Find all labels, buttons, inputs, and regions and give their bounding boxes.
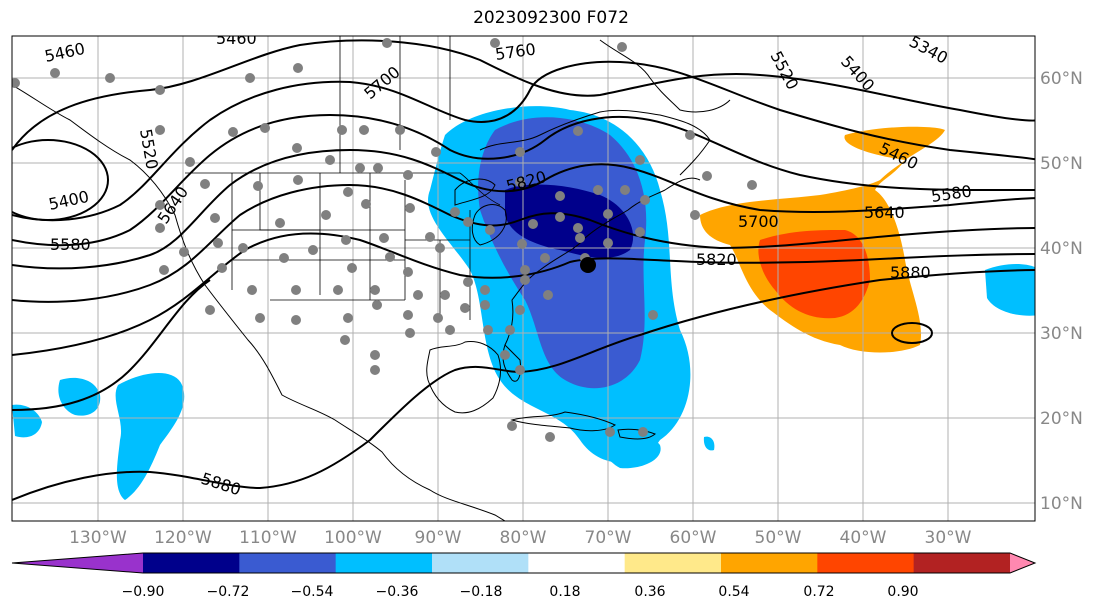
colorbar-tick: 0.90 — [887, 584, 918, 600]
longitude-label: 50°W — [755, 528, 802, 548]
contour-label: 5760 — [494, 39, 537, 63]
height-contours — [12, 39, 1035, 501]
colorbar: −0.90 −0.72 −0.54 −0.36 −0.18 0.18 0.36 … — [11, 552, 1037, 600]
contour-label: 5820 — [696, 250, 737, 269]
contour-label: 5520 — [766, 48, 802, 93]
low-center-marker — [580, 257, 596, 273]
colorbar-swatch — [432, 553, 529, 573]
longitude-label: 120°W — [154, 528, 212, 548]
colorbar-outline — [11, 552, 1037, 574]
contour-label: 5880 — [199, 469, 244, 500]
longitude-label: 100°W — [324, 528, 382, 548]
colorbar-swatch — [721, 553, 818, 573]
latitude-label: 30°N — [1040, 324, 1083, 344]
longitude-label: 60°W — [670, 528, 717, 548]
colorbar-swatch — [143, 553, 240, 573]
station-markers — [12, 38, 757, 442]
latitude-label: 20°N — [1040, 409, 1083, 429]
map-area: 5460 5460 5460 5520 5520 5400 5400 5580 … — [12, 29, 1035, 521]
longitude-labels: 130°W 120°W 110°W 100°W 90°W 80°W 70°W 6… — [69, 528, 972, 548]
colorbar-extend-high — [1010, 553, 1035, 573]
contour-label: 5580 — [930, 181, 973, 205]
longitude-label: 40°W — [840, 528, 887, 548]
contour-label: 5400 — [47, 187, 91, 214]
latitude-label: 10°N — [1040, 494, 1083, 514]
contour-label: 5880 — [890, 263, 931, 282]
contour-label: 5460 — [43, 39, 87, 66]
longitude-label: 80°W — [500, 528, 547, 548]
colorbar-tick: 0.54 — [718, 584, 749, 600]
colorbar-tick: −0.90 — [122, 584, 165, 600]
colorbar-tick: −0.36 — [376, 584, 419, 600]
colorbar-swatches — [12, 553, 1035, 573]
colorbar-extend-low — [12, 553, 143, 573]
colorbar-tick: 0.18 — [549, 584, 580, 600]
map-title: 2023092300 F072 — [473, 8, 629, 28]
latitude-label: 50°N — [1040, 154, 1083, 174]
colorbar-tick: −0.72 — [207, 584, 250, 600]
colorbar-swatch — [624, 553, 722, 573]
latitude-labels: 60°N 50°N 40°N 30°N 20°N 10°N — [1040, 69, 1083, 514]
map-frame — [11, 35, 1036, 522]
colorbar-swatch — [817, 553, 915, 573]
colorbar-tick: −0.18 — [460, 584, 503, 600]
contour-label: 5580 — [50, 235, 91, 254]
latitude-label: 40°N — [1040, 239, 1083, 259]
contour-label: 5640 — [864, 203, 905, 222]
colorbar-ticks: −0.90 −0.72 −0.54 −0.36 −0.18 0.18 0.36 … — [122, 584, 919, 600]
longitude-label: 90°W — [415, 528, 462, 548]
colorbar-swatch — [239, 553, 337, 573]
longitude-label: 130°W — [69, 528, 127, 548]
contour-label: 5340 — [906, 32, 951, 68]
colorbar-swatch — [528, 553, 626, 573]
colorbar-tick: 0.36 — [634, 584, 665, 600]
contour-label: 5700 — [360, 62, 403, 103]
colorbar-tick: −0.54 — [291, 584, 334, 600]
contour-label: 5700 — [738, 212, 779, 231]
longitude-label: 70°W — [585, 528, 632, 548]
latitude-label: 60°N — [1040, 69, 1083, 89]
colorbar-swatch — [335, 553, 433, 573]
contour-label: 5460 — [216, 29, 257, 48]
longitude-label: 110°W — [239, 528, 297, 548]
longitude-label: 30°W — [925, 528, 972, 548]
colorbar-swatch — [913, 553, 1011, 573]
negative-anomaly-field — [12, 106, 1035, 500]
colorbar-tick: 0.72 — [803, 584, 834, 600]
